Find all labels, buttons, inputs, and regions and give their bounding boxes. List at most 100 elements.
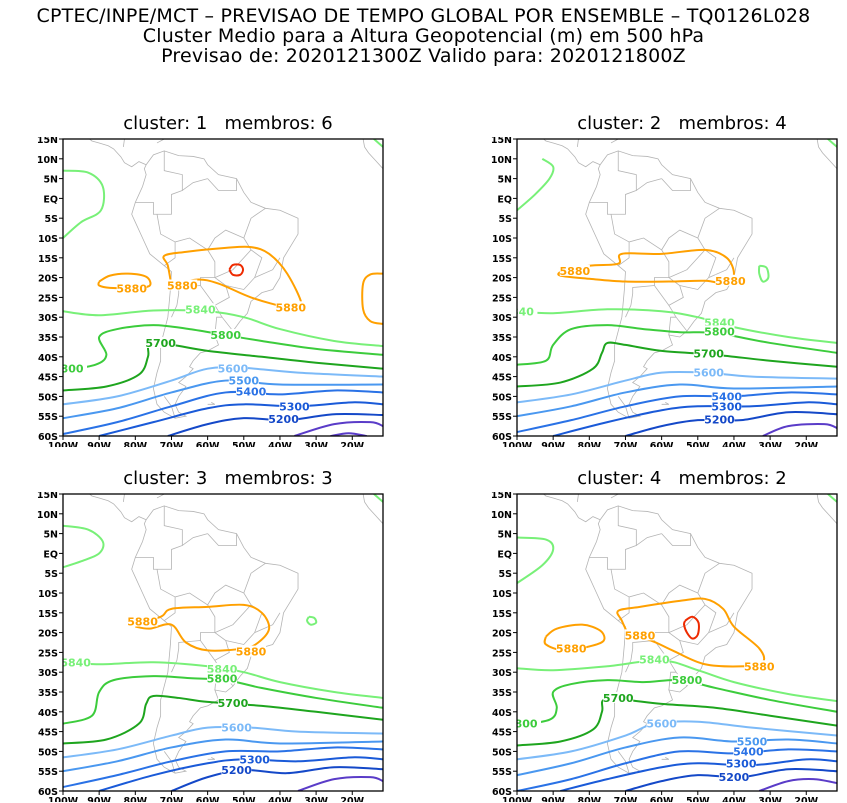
coastline [571, 494, 579, 502]
contour-5900 [683, 615, 700, 640]
lon-tick-label: 70W [160, 441, 184, 447]
lon-tick-label: 20W [340, 796, 364, 802]
lat-tick-label: 40S [492, 708, 512, 719]
coastline [182, 178, 208, 191]
contour-5500 [517, 736, 837, 777]
contour-label-bg [236, 645, 267, 657]
contour-label: 5800 [704, 325, 735, 338]
contour-5800 [63, 324, 383, 372]
coastline [585, 505, 753, 774]
lat-tick-label: 55S [492, 412, 512, 423]
lon-tick-label: 50W [686, 796, 710, 802]
contour-label-bg [145, 336, 176, 348]
coastline [610, 494, 619, 499]
lon-tick-label: 100W [502, 796, 533, 802]
contour-label-bg [116, 282, 147, 294]
contour-label-bg [718, 771, 749, 783]
lat-tick-label: 60S [38, 787, 58, 798]
contour-5300 [552, 401, 837, 436]
lon-tick-label: 90W [87, 441, 111, 447]
coastline [117, 139, 125, 147]
coastline [636, 533, 662, 546]
contour-label: 5600 [693, 367, 724, 380]
contour-label: 5600 [221, 722, 252, 735]
contour-label-bg [704, 325, 735, 337]
contour-label: 5200 [704, 413, 735, 426]
contour-label: 5600 [646, 718, 677, 731]
lat-tick-label: 55S [38, 412, 58, 423]
contour-label: 5880 [715, 275, 746, 288]
contour-label-bg [646, 717, 677, 729]
coastline [654, 277, 669, 286]
contour-label-bg [279, 400, 310, 412]
contour-5880 [616, 597, 766, 668]
contour-label-bg [517, 717, 542, 729]
map-plot: 5880588058805840580080057005600550054005… [491, 492, 838, 802]
coastline [661, 533, 691, 546]
contour-5880 [361, 272, 383, 325]
coastline [589, 150, 637, 215]
coastline [200, 277, 215, 286]
contour-5600 [63, 366, 383, 406]
contour-label: 5300 [726, 757, 757, 770]
lon-tick-label: 100W [502, 441, 533, 447]
panel-title: cluster: 3 membros: 3 [123, 468, 333, 489]
lat-tick-label: 30S [38, 313, 58, 324]
lat-tick-label: 35S [38, 333, 58, 344]
header-title-line-1: CPTEC/INPE/MCT – PREVISAO DE TEMPO GLOBA… [36, 5, 811, 27]
coastline [654, 632, 669, 641]
contour-5700 [517, 341, 837, 388]
contour-label-bg [704, 316, 735, 328]
contour-label: 5300 [279, 400, 310, 413]
contour-label: 5880 [116, 283, 147, 296]
coastline [661, 584, 698, 606]
coastline [254, 612, 281, 633]
lat-tick-label: 30S [492, 313, 512, 324]
coastline [589, 505, 637, 570]
contour-5840 [757, 264, 770, 283]
contour-label: 5600 [218, 363, 249, 376]
contour-label: 5880 [167, 280, 198, 293]
contour-5840 [517, 308, 837, 344]
lat-tick-label: 15N [37, 137, 58, 146]
coastline [135, 150, 183, 215]
contour-5300 [560, 758, 837, 791]
contour-label-bg [236, 385, 267, 397]
lat-tick-label: EQ [43, 549, 58, 560]
coastline [661, 178, 691, 191]
map-panel-cluster-1: cluster: 1 membros: 6 5880 5880 5880 5840 58… [3, 113, 423, 447]
contour-label: 5880 [556, 642, 587, 655]
lon-tick-label: 50W [686, 441, 710, 447]
contour-5800 [517, 324, 837, 366]
lat-tick-label: 10N [37, 155, 58, 166]
contour-label-bg [693, 366, 724, 378]
contour-5600 [517, 370, 837, 404]
coastline [661, 756, 670, 760]
lon-tick-label: 30W [304, 796, 328, 802]
coastline [708, 257, 735, 278]
coastline [617, 751, 630, 774]
coastline [618, 237, 684, 318]
lat-tick-label: 5S [499, 214, 513, 225]
contour-5500 [63, 738, 383, 773]
coastline [816, 139, 837, 169]
contour-label: 5200 [268, 413, 299, 426]
coastline [207, 178, 237, 191]
lon-tick-label: 60W [196, 796, 220, 802]
header-title-line-3: Previsao de: 2020121300Z Valido para: 20… [161, 45, 686, 67]
contour-5100 [758, 778, 837, 791]
lat-tick-label: EQ [43, 194, 58, 205]
contour-label: 5700 [218, 697, 249, 710]
contour-5100 [294, 420, 383, 436]
lat-tick-label: 5S [499, 569, 513, 580]
lat-tick-label: 10S [492, 589, 512, 600]
map-frame [516, 493, 838, 792]
contour-5400 [63, 389, 383, 435]
contour-label-bg [517, 305, 538, 317]
lat-tick-label: 20S [38, 629, 58, 640]
lon-tick-label: 40W [268, 796, 292, 802]
coastline [542, 494, 601, 523]
lat-tick-label: 25S [38, 293, 58, 304]
lon-tick-label: 100W [48, 441, 79, 447]
lon-tick-label: 60W [196, 441, 220, 447]
